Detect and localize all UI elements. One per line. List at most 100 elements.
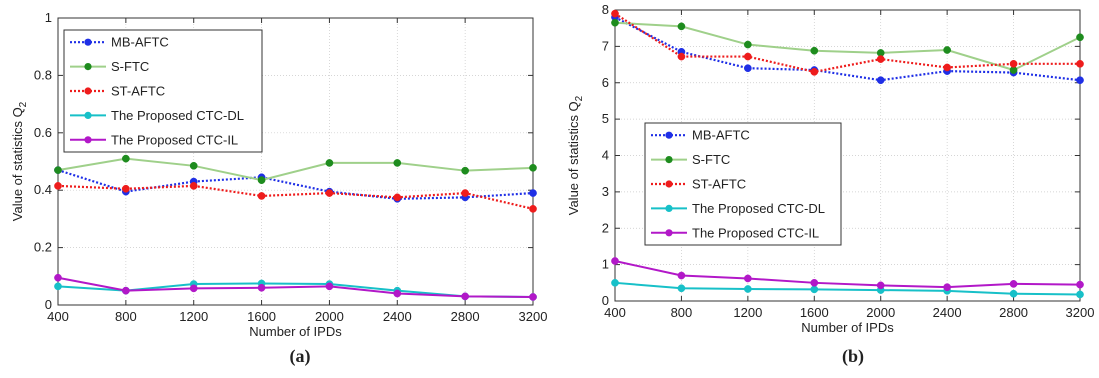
chart-b-series-2-point [876, 55, 885, 63]
chart-a-series-1-point [529, 163, 537, 172]
chart-b-legend-marker-2 [665, 180, 673, 188]
chart-b-legend-marker-3 [665, 204, 673, 212]
chart-a-series-2-point [54, 182, 62, 190]
chart-b-y-tick-label: 0 [602, 293, 609, 308]
chart-a-y-tick-label: 0.2 [34, 240, 52, 255]
chart-a-series-1-point [325, 159, 334, 167]
chart-a-legend-marker-3 [84, 111, 92, 119]
chart-a-y-tick-label: 0.8 [34, 67, 52, 82]
chart-a-x-tick-label: 800 [115, 309, 137, 324]
chart-a-series-2-line [57, 184, 534, 210]
chart-a-x-tick-label: 1200 [179, 309, 208, 324]
chart-a-series-3-point [54, 282, 62, 291]
chart-b-x-axis-label: Number of IPDs [801, 320, 894, 335]
chart-b-series-1-point [744, 40, 752, 49]
chart-a-series-4-line [57, 276, 534, 298]
chart-a-series-4-point [529, 293, 537, 301]
chart-b-series-4-line [614, 260, 1081, 289]
chart-b-legend-marker-0 [665, 131, 673, 139]
chart-a-legend [63, 29, 263, 153]
chart-b-series-4-point [1009, 280, 1018, 288]
chart-a-series-0-line [57, 169, 534, 200]
chart-a-legend-label-0: MB-AFTC [111, 35, 169, 50]
chart-a-x-tick-label: 3200 [519, 309, 548, 324]
chart-b-x-tick-label: 3200 [1066, 305, 1095, 320]
chart-b-series-1-line [614, 21, 1081, 72]
chart-b-series-1-point [810, 46, 819, 55]
chart-a-x-tick-label: 2800 [451, 309, 480, 324]
chart-b-series-3-point [611, 278, 619, 287]
chart-b-series-1-point [1076, 33, 1084, 42]
chart-b-series-3-point [810, 285, 819, 294]
chart-a-series-4-point [54, 273, 62, 282]
chart-b-y-tick-label: 2 [602, 220, 609, 235]
chart-b-legend-label-1: S-FTC [692, 152, 730, 167]
chart-a-series-2-point [393, 193, 402, 202]
chart-b-legend-label-3: The Proposed CTC-DL [692, 201, 825, 216]
chart-b-series-2-point [677, 52, 686, 61]
chart-b-series-2-point [943, 63, 951, 72]
chart-a-series-1-point [122, 154, 130, 163]
chart-b-series-0-point [744, 64, 752, 73]
chart-b-x-tick-label: 1600 [800, 305, 829, 320]
chart-b-series-0-point [876, 76, 885, 85]
chart-a-series-4-point [257, 283, 266, 292]
chart-a-y-tick-label: 1 [45, 10, 52, 25]
chart-a-axes-box [57, 17, 534, 306]
chart-b-y-tick-label: 5 [602, 111, 609, 126]
chart-a-series-0-point [529, 189, 537, 197]
chart-a-series-1-point [54, 166, 62, 174]
chart-a-x-tick-label: 400 [47, 309, 69, 324]
chart-a-series-1-point [189, 161, 198, 170]
chart-a-series-4-point [393, 289, 402, 298]
chart-a-series-1-point [393, 159, 402, 167]
chart-a-legend-marker-0 [84, 38, 92, 46]
chart-b-legend-marker-4 [665, 229, 673, 237]
chart-b-series-2-point [611, 9, 619, 18]
chart-b-x-tick-label: 2800 [999, 305, 1028, 320]
chart-b-series-2-point [744, 52, 752, 61]
chart-b-x-tick-label: 2000 [866, 305, 895, 320]
chart-a-legend-label-1: S-FTC [111, 59, 149, 74]
chart-a-series-4-point [461, 292, 469, 301]
chart-a-x-axis-label: Number of IPDs [249, 324, 342, 339]
chart-a-series-1-point [257, 176, 266, 185]
chart-a-caption: (a) [290, 346, 311, 367]
chart-a-legend-label-4: The Proposed CTC-IL [111, 132, 238, 147]
chart-a-legend-label-3: The Proposed CTC-DL [111, 108, 244, 123]
chart-b-series-4-point [744, 274, 752, 283]
chart-a-series-1-point [461, 166, 469, 175]
chart-b-y-tick-label: 7 [602, 38, 609, 53]
chart-b-y-axis-label-main: Value of statistics Q [566, 101, 581, 215]
chart-a-series-2-point [122, 184, 130, 193]
chart-b-series-1-point [677, 22, 686, 31]
chart-b-series-1-point [611, 18, 619, 27]
chart-b-x-tick-label: 2400 [933, 305, 962, 320]
chart-b-series-3-line [614, 281, 1081, 296]
chart-b-series-4-point [677, 271, 686, 280]
chart-b-series-4-point [1076, 280, 1084, 289]
chart-a-x-tick-label: 2400 [383, 309, 412, 324]
chart-a-legend-marker-1 [84, 63, 92, 71]
chart-b-y-tick-label: 3 [602, 184, 609, 199]
chart-a-series-1-line [57, 157, 534, 182]
chart-a-series-2-point [461, 189, 469, 197]
chart-a-y-axis-label-main: Value of statistics Q [10, 107, 25, 221]
chart-b-legend-marker-1 [665, 156, 673, 164]
chart-b-y-axis-label-sub: 2 [574, 95, 585, 101]
chart-b-legend-label-2: ST-AFTC [692, 177, 746, 192]
chart-b-y-tick-label: 8 [602, 2, 609, 17]
chart-a-series-4-point [122, 286, 130, 295]
chart-a-series-2-point [325, 189, 334, 197]
chart-b-series-3-point [1009, 289, 1018, 298]
chart-a-series-4-point [189, 284, 198, 293]
chart-b-x-tick-label: 1200 [733, 305, 762, 320]
chart-b-y-axis-label: Value of statistics Q2 [566, 95, 585, 215]
chart-b-legend-label-4: The Proposed CTC-IL [692, 225, 819, 240]
chart-a-legend-label-2: ST-AFTC [111, 84, 165, 99]
chart-b-series-3-point [744, 285, 752, 293]
chart-a: 400 800 1200 1600 2000 2400 2800 3200 0 0.2 0.4 0.6… [10, 10, 547, 367]
chart-b-legend-label-0: MB-AFTC [692, 128, 750, 143]
chart-b-series-2-point [810, 67, 819, 76]
